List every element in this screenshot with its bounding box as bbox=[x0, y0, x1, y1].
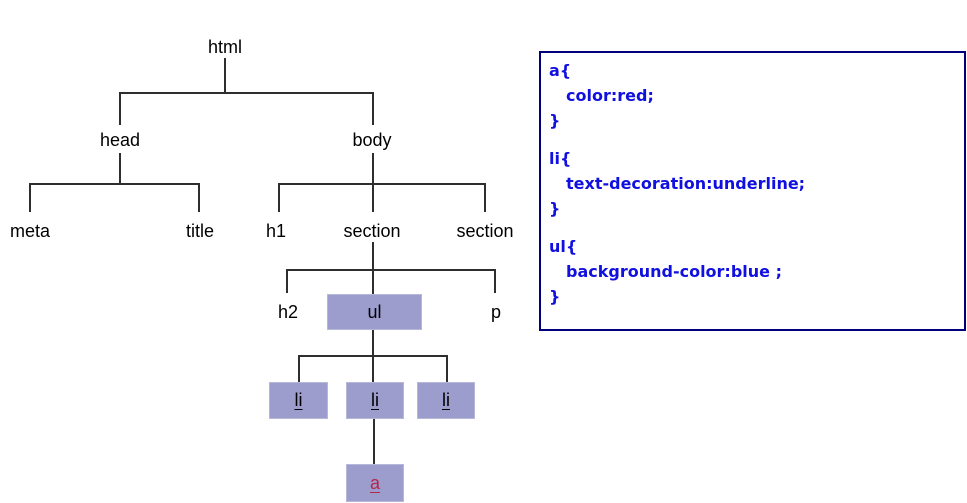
tree-connector bbox=[286, 269, 288, 293]
css-close-brace: } bbox=[549, 199, 561, 218]
tree-node-head: head bbox=[99, 130, 141, 150]
css-declaration: text-decoration:underline; bbox=[566, 174, 806, 193]
tree-connector bbox=[446, 355, 448, 382]
tree-node-html: html bbox=[207, 37, 243, 57]
tree-connector bbox=[278, 183, 486, 185]
css-close-brace: } bbox=[549, 287, 561, 306]
tree-node-label: li bbox=[371, 390, 379, 410]
tree-node-h1: h1 bbox=[265, 221, 287, 241]
css-declaration: background-color:blue ; bbox=[566, 262, 782, 281]
css-code-panel: a{ color:red; } li{ text-decoration:unde… bbox=[539, 51, 966, 331]
tree-node-li-highlighted: li bbox=[269, 382, 328, 419]
tree-connector bbox=[298, 355, 300, 382]
tree-node-p: p bbox=[490, 302, 502, 322]
tree-node-h2: h2 bbox=[277, 302, 299, 322]
tree-connector bbox=[119, 153, 121, 183]
tree-node-body: body bbox=[352, 130, 392, 150]
tree-node-label: li bbox=[442, 390, 450, 410]
tree-node-label: li bbox=[294, 390, 303, 410]
css-selector-open: ul{ bbox=[549, 237, 578, 256]
tree-node-li-highlighted: li bbox=[417, 382, 475, 419]
tree-connector bbox=[494, 269, 496, 293]
tree-connector bbox=[224, 58, 226, 92]
tree-node-meta: meta bbox=[9, 221, 51, 241]
css-close-brace: } bbox=[549, 111, 561, 130]
tree-node-section: section bbox=[343, 221, 401, 241]
tree-connector bbox=[372, 242, 374, 294]
tree-node-li-highlighted: li bbox=[346, 382, 404, 419]
css-declaration: color:red; bbox=[566, 86, 654, 105]
tree-connector bbox=[372, 92, 374, 125]
css-selector-open: li{ bbox=[549, 149, 572, 168]
tree-connector bbox=[198, 183, 200, 212]
tree-node-ul-highlighted: ul bbox=[327, 294, 422, 330]
tree-connector bbox=[119, 92, 374, 94]
css-rule-li: li{ text-decoration:underline; } bbox=[549, 146, 956, 221]
tree-connector bbox=[29, 183, 200, 185]
tree-connector bbox=[484, 183, 486, 212]
tree-node-label: ul bbox=[367, 301, 382, 322]
tree-connector bbox=[278, 183, 280, 212]
css-rule-ul: ul{ background-color:blue ; } bbox=[549, 234, 956, 309]
tree-node-section: section bbox=[456, 221, 514, 241]
tree-node-label: a bbox=[369, 472, 380, 493]
tree-connector bbox=[29, 183, 31, 212]
tree-connector bbox=[286, 269, 496, 271]
tree-connector bbox=[372, 355, 374, 382]
css-rule-a: a{ color:red; } bbox=[549, 58, 956, 133]
tree-node-title: title bbox=[185, 221, 215, 241]
tree-connector bbox=[372, 330, 374, 355]
tree-node-a-highlighted: a bbox=[346, 464, 404, 502]
css-selector-open: a{ bbox=[549, 61, 572, 80]
tree-connector bbox=[119, 92, 121, 125]
tree-connector bbox=[373, 419, 375, 464]
tree-connector bbox=[372, 153, 374, 212]
